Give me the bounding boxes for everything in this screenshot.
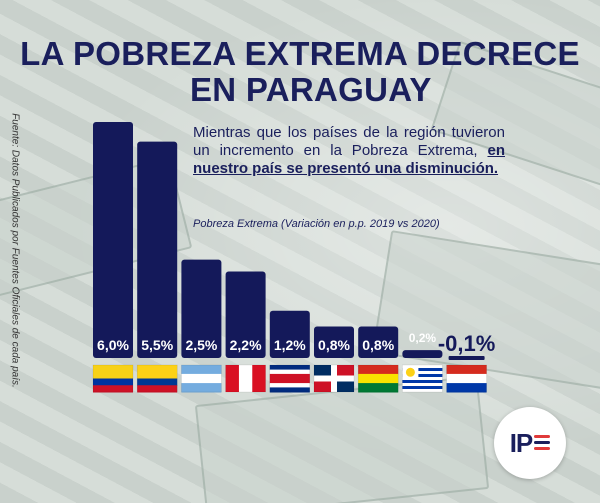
ecuador-flag-icon (92, 364, 134, 393)
data-label: 5,5% (141, 337, 173, 353)
peru-flag-icon (225, 364, 266, 393)
title-line-1: LA POBREZA EXTREMA DECRECE (20, 35, 580, 72)
bar-group: 2,2% (225, 271, 266, 358)
bar (448, 356, 485, 360)
colombia-flag-icon (136, 364, 178, 393)
description-text: Mientras que los países de la región tuv… (193, 124, 505, 159)
title-line-2: EN PARAGUAY (190, 71, 432, 108)
bolivia-flag-icon (357, 364, 399, 393)
logo-stripes-icon (534, 435, 551, 453)
bar-group: 2,5% (181, 259, 222, 358)
bar (137, 141, 178, 358)
argentina-flag-icon (181, 364, 222, 393)
data-label: 2,5% (185, 337, 217, 353)
bar-group: 6,0% (93, 122, 133, 358)
bar-group: 0,2% (402, 331, 443, 358)
page-title: LA POBREZA EXTREMA DECRECE EN PARAGUAY (0, 36, 600, 108)
logo-text: IP (509, 427, 534, 458)
bar (225, 271, 266, 358)
uruguay-flag-icon (402, 364, 443, 393)
data-label: 6,0% (97, 337, 129, 353)
chart-subtitle: Pobreza Extrema (Variación en p.p. 2019 … (193, 218, 440, 230)
data-label: -0,1% (438, 331, 495, 356)
ip-logo: IP (494, 407, 566, 479)
description-highlight: en nuestro país se presentó una disminuc… (193, 142, 505, 177)
data-label: 0,8% (362, 337, 394, 353)
bar (181, 259, 222, 358)
bar-group: 0,8% (358, 326, 399, 358)
paraguay-flag-icon (446, 364, 487, 393)
bar-group: 0,8% (314, 326, 354, 358)
bar (402, 350, 443, 358)
bar-group: -0,1% (438, 331, 495, 360)
bar (314, 326, 354, 358)
data-label: 0,2% (409, 331, 437, 345)
bar-group: 5,5% (137, 141, 178, 358)
data-label: 0,8% (318, 337, 350, 353)
data-label: 2,2% (230, 337, 262, 353)
bar (93, 122, 133, 358)
description: Mientras que los países de la región tuv… (193, 124, 505, 178)
bar (358, 326, 399, 358)
bar-group: 1,2% (269, 310, 310, 358)
data-label: 1,2% (274, 337, 306, 353)
bar (269, 310, 310, 358)
costa-rica-flag-icon (269, 364, 311, 393)
dominican-republic-flag-icon (313, 364, 355, 393)
